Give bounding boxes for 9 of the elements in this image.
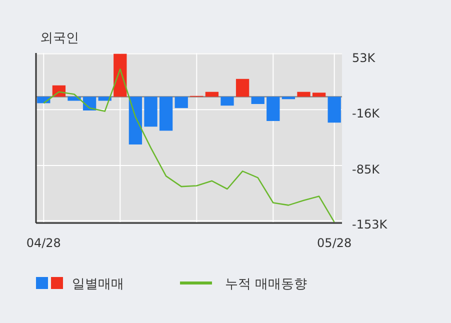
legend-label: 누적 매매동향 [225,277,308,292]
chart-title: 외국인 [40,31,79,46]
legend-label: 일별매매 [72,277,124,292]
x-tick-label: 05/28 [317,236,352,250]
y-tick-label: -153K [352,218,388,232]
y-tick-label: 53K [352,50,376,65]
y-tick-label: -85K [352,162,381,177]
x-tick-label: 04/28 [26,236,61,250]
y-tick-label: -16K [352,106,381,121]
